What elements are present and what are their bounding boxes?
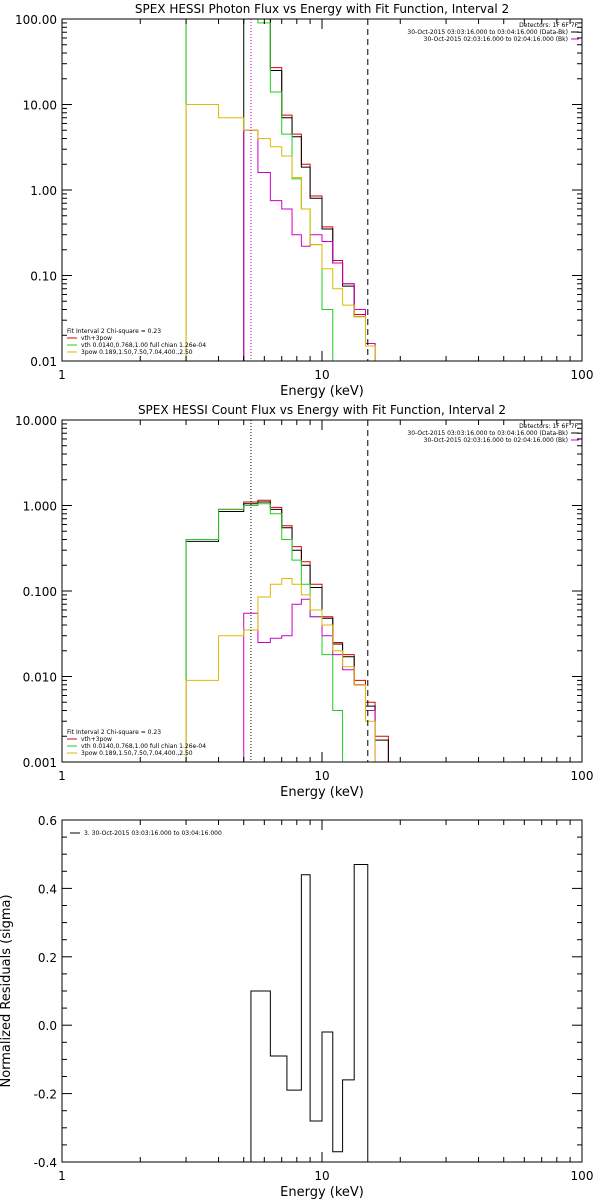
x-axis-label: Energy (keV) bbox=[280, 384, 364, 399]
y-tick-label: 0.01 bbox=[30, 355, 57, 369]
series-line-3 bbox=[243, 129, 376, 361]
legend-label: 30-Oct-2015 03:03:16.000 to 03:04:16.000… bbox=[407, 29, 568, 36]
y-tick-label: 1.000 bbox=[23, 500, 57, 514]
y-tick-label: -0.2 bbox=[34, 1088, 57, 1102]
x-tick-label: 1 bbox=[58, 1169, 66, 1183]
photon-panel: SPEX HESSI Photon Flux vs Energy with Fi… bbox=[15, 2, 593, 399]
residuals-panel: 1 10 100 -0.4 -0.2 0.0 0.2 0.4 0.6 Energy (keV) No… bbox=[0, 814, 593, 1200]
x-tick-label: 100 bbox=[571, 368, 594, 382]
x-tick-label: 10 bbox=[314, 1169, 329, 1183]
x-tick-label: 10 bbox=[314, 769, 329, 783]
y-tick-label: 1.00 bbox=[30, 184, 57, 198]
legend-label: vth+3pow bbox=[81, 736, 112, 743]
y-tick-label: 10.00 bbox=[23, 99, 57, 113]
legend-label: vth 0.0140,0.768,1.00 full chian 1.26e-0… bbox=[81, 743, 206, 750]
x-axis-label: Energy (keV) bbox=[280, 1185, 364, 1200]
y-tick-label: 0.001 bbox=[23, 756, 57, 770]
y-tick-label: 0.2 bbox=[38, 951, 57, 965]
y-tick-label: 0.100 bbox=[23, 585, 57, 599]
series-line-1 bbox=[185, 501, 389, 762]
series-line-0 bbox=[185, 499, 389, 762]
legend-label: 3. 30-Oct-2015 03:03:16.000 to 03:04:16.… bbox=[84, 830, 222, 837]
legend-label: 30-Oct-2015 02:03:16.000 to 02:04:16.000… bbox=[424, 36, 568, 43]
legend-fit: Fit Interval 2 Chi-square = 0.23vth+3pow… bbox=[67, 729, 206, 757]
x-tick-label: 1 bbox=[58, 769, 66, 783]
legend-header: Detectors: 1F 6F 7F bbox=[519, 423, 578, 430]
legend-header: Detectors: 1F 6F 7F bbox=[519, 22, 578, 29]
x-tick-label: 100 bbox=[571, 1169, 594, 1183]
legend-fit: Fit Interval 2 Chi-square = 0.23vth+3pow… bbox=[67, 328, 206, 356]
legend-label: vth 0.0140,0.768,1.00 full chian 1.26e-0… bbox=[81, 342, 206, 349]
series-line-4 bbox=[185, 104, 376, 361]
legend-label: Fit Interval 2 Chi-square = 0.23 bbox=[67, 729, 161, 736]
y-tick-label: 0.4 bbox=[38, 882, 57, 896]
y-tick-label: 0.10 bbox=[30, 270, 57, 284]
residuals-series-group bbox=[250, 863, 369, 1162]
count-series-group bbox=[185, 499, 389, 762]
y-tick-label: 100.00 bbox=[15, 13, 57, 27]
legend-label: 30-Oct-2015 03:03:16.000 to 03:04:16.000… bbox=[407, 430, 568, 437]
legend-label: 3pow 0.189,1.50,7.50,7.04,400.,2.50 bbox=[81, 750, 193, 757]
series-line-0 bbox=[250, 863, 369, 1162]
x-tick-label: 1 bbox=[58, 368, 66, 382]
x-tick-label: 100 bbox=[571, 769, 594, 783]
y-tick-label: 0.6 bbox=[38, 814, 57, 828]
y-tick-label: 0.010 bbox=[23, 671, 57, 685]
x-tick-label: 10 bbox=[314, 368, 329, 382]
legend-interval: 3. 30-Oct-2015 03:03:16.000 to 03:04:16.… bbox=[70, 830, 222, 837]
legend-label: Fit Interval 2 Chi-square = 0.23 bbox=[67, 328, 161, 335]
y-tick-label: -0.4 bbox=[34, 1156, 57, 1170]
y-axis-label: Normalized Residuals (sigma) bbox=[0, 894, 14, 1087]
y-tick-label: 10.000 bbox=[15, 414, 57, 428]
legend-label: 30-Oct-2015 02:03:16.000 to 02:04:16.000… bbox=[424, 437, 568, 444]
series-line-4 bbox=[185, 578, 389, 762]
chart-title: SPEX HESSI Photon Flux vs Energy with Fi… bbox=[135, 2, 509, 16]
y-tick-label: 0.0 bbox=[38, 1019, 57, 1033]
legend-label: 3pow 0.189,1.50,7.50,7.04,400.,2.50 bbox=[81, 349, 193, 356]
chart-title: SPEX HESSI Count Flux vs Energy with Fit… bbox=[138, 403, 506, 417]
x-axis-label: Energy (keV) bbox=[280, 785, 364, 800]
series-line-2 bbox=[185, 19, 376, 361]
count-panel: SPEX HESSI Count Flux vs Energy with Fit… bbox=[15, 403, 593, 800]
legend-label: vth+3pow bbox=[81, 335, 112, 342]
series-line-2 bbox=[185, 503, 355, 762]
photon-series-group bbox=[185, 19, 389, 361]
